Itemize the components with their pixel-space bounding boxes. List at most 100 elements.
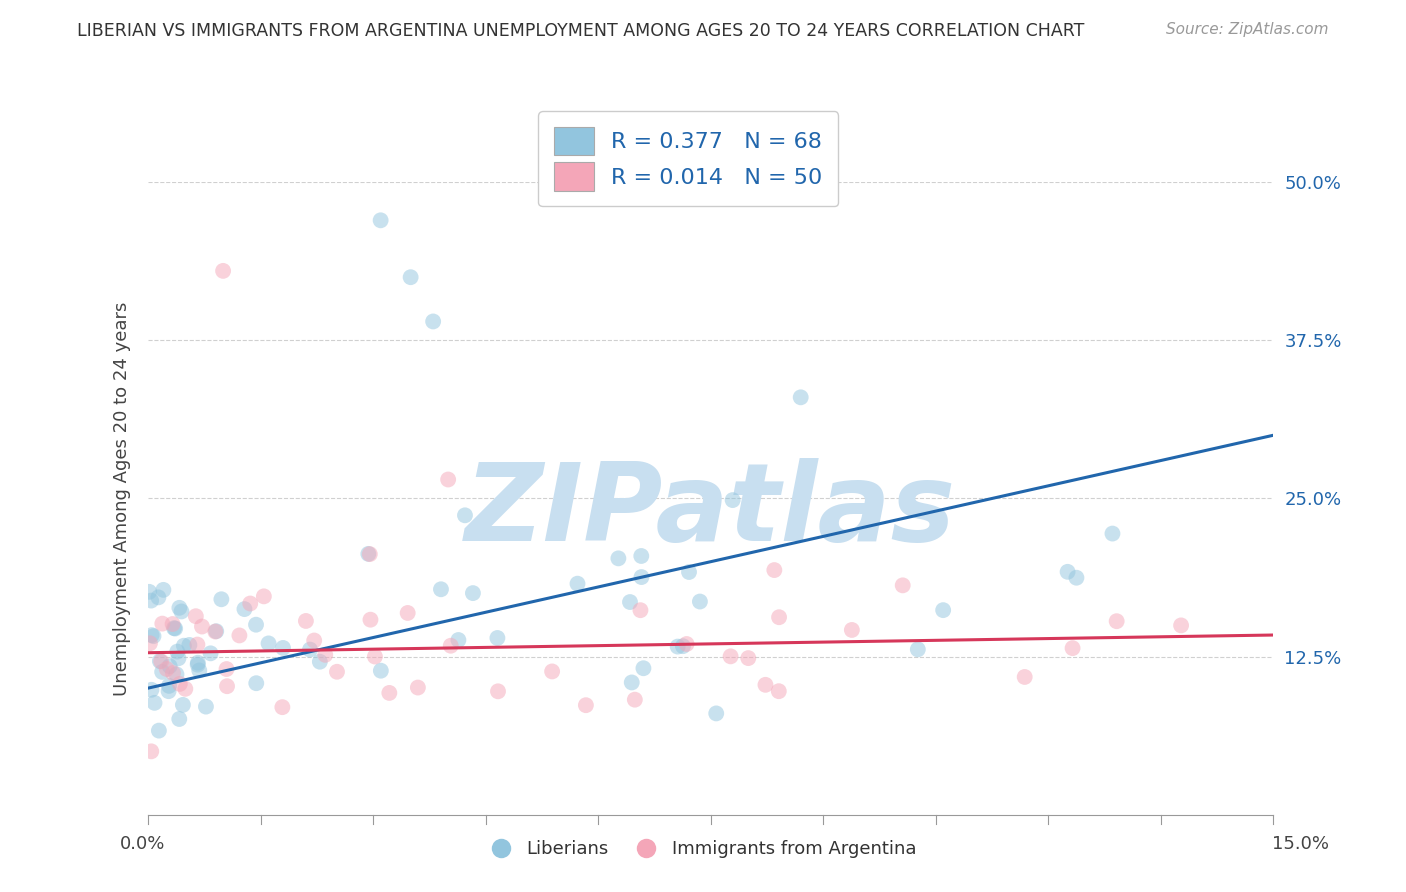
Point [326,665,349,679]
Point [239,597,262,611]
Point [150,654,173,668]
Y-axis label: Unemployment Among Ages 20 to 24 years: Unemployment Among Ages 20 to 24 years [114,301,131,696]
Point [150,616,173,631]
Point [191,619,214,633]
Point [141,682,163,697]
Point [370,664,392,678]
Point [157,684,180,698]
Point [141,744,163,758]
Point [891,578,914,592]
Point [139,636,162,650]
Point [620,675,643,690]
Point [1105,614,1128,628]
Point [187,656,209,670]
Point [187,657,209,672]
Point [630,549,652,563]
Point [437,473,460,487]
Point [253,590,276,604]
Point [763,563,786,577]
Point [1056,565,1078,579]
Text: LIBERIAN VS IMMIGRANTS FROM ARGENTINA UNEMPLOYMENT AMONG AGES 20 TO 24 YEARS COR: LIBERIAN VS IMMIGRANTS FROM ARGENTINA UN… [77,22,1084,40]
Point [188,664,211,678]
Point [200,646,222,660]
Point [314,648,336,662]
Point [166,644,188,658]
Point [167,651,190,665]
Point [1170,618,1192,632]
Point [163,621,186,635]
Point [209,592,232,607]
Legend: R = 0.377   N = 68, R = 0.014   N = 50: R = 0.377 N = 68, R = 0.014 N = 50 [538,112,838,206]
Point [156,662,179,676]
Point [162,666,184,681]
Point [212,264,235,278]
Point [295,614,318,628]
Point [370,213,392,227]
Point [233,602,256,616]
Point [162,617,184,632]
Point [633,661,655,675]
Point [619,595,641,609]
Point [768,684,790,698]
Point [720,649,742,664]
Point [165,622,187,636]
Point [1062,641,1084,656]
Point [378,686,401,700]
Point [454,508,477,523]
Point [169,712,191,726]
Point [205,624,228,639]
Point [768,610,790,624]
Point [422,314,444,328]
Point [754,678,776,692]
Point [298,642,321,657]
Point [675,637,697,651]
Point [541,665,564,679]
Point [440,639,463,653]
Point [486,631,509,645]
Point [152,582,174,597]
Point [148,723,170,738]
Point [486,684,509,698]
Point [141,593,163,607]
Point [624,692,647,706]
Text: Source: ZipAtlas.com: Source: ZipAtlas.com [1166,22,1329,37]
Point [567,576,589,591]
Point [148,591,170,605]
Point [271,700,294,714]
Point [607,551,630,566]
Point [194,699,217,714]
Point [143,696,166,710]
Point [150,665,173,679]
Point [215,662,238,676]
Point [789,390,811,404]
Point [461,586,484,600]
Point [406,681,429,695]
Point [215,679,238,693]
Point [689,594,711,608]
Point [184,609,207,624]
Point [257,636,280,650]
Point [430,582,453,597]
Text: 0.0%: 0.0% [120,835,165,853]
Point [357,547,380,561]
Point [1066,571,1088,585]
Point [1014,670,1036,684]
Point [166,667,188,681]
Point [678,565,700,579]
Point [141,628,163,642]
Point [932,603,955,617]
Point [666,640,689,654]
Legend: Liberians, Immigrants from Argentina: Liberians, Immigrants from Argentina [482,833,924,865]
Point [841,623,863,637]
Point [302,633,325,648]
Point [174,681,197,696]
Point [170,604,193,618]
Point [138,584,160,599]
Point [271,640,294,655]
Point [169,677,191,691]
Point [721,493,744,508]
Point [228,628,250,642]
Point [1101,526,1123,541]
Point [704,706,727,721]
Point [157,679,180,693]
